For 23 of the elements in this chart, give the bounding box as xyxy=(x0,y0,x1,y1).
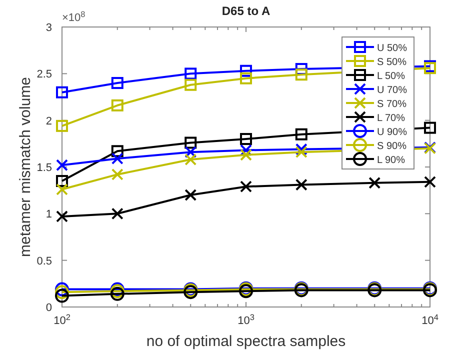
y-tick-label: 0 xyxy=(46,302,52,314)
x-tick-label: 10$^{3}$ xyxy=(238,312,255,327)
y-tick-label: 1 xyxy=(46,208,52,221)
legend-label: U 50% xyxy=(377,43,408,54)
text: ×10$^{8}$ xyxy=(62,10,86,24)
legend-label: S 50% xyxy=(377,57,407,68)
y-tick-label: 3 xyxy=(46,22,52,34)
y-tick-label: 1.5 xyxy=(36,162,52,174)
legend-label: S 90% xyxy=(377,141,407,152)
legend-label: U 70% xyxy=(377,85,408,96)
x-axis-title: no of optimal spectra samples xyxy=(146,333,346,350)
chart-title: D65 to A xyxy=(222,4,270,18)
legend-label: L 90% xyxy=(377,155,406,166)
legend-label: U 90% xyxy=(377,127,408,138)
legend-label: L 70% xyxy=(377,113,406,124)
legend-label: S 70% xyxy=(377,99,407,110)
x-tick-label: 10$^{4}$ xyxy=(422,312,439,327)
y-tick-label: 2.5 xyxy=(36,68,52,81)
y-tick-label: 0.5 xyxy=(36,255,52,268)
legend-label: L 50% xyxy=(377,71,406,82)
y-tick-label: 2 xyxy=(46,115,52,128)
y-axis-title: metamer mismatch volume xyxy=(17,76,34,258)
x-tick-label: 10$^{2}$ xyxy=(54,312,71,327)
